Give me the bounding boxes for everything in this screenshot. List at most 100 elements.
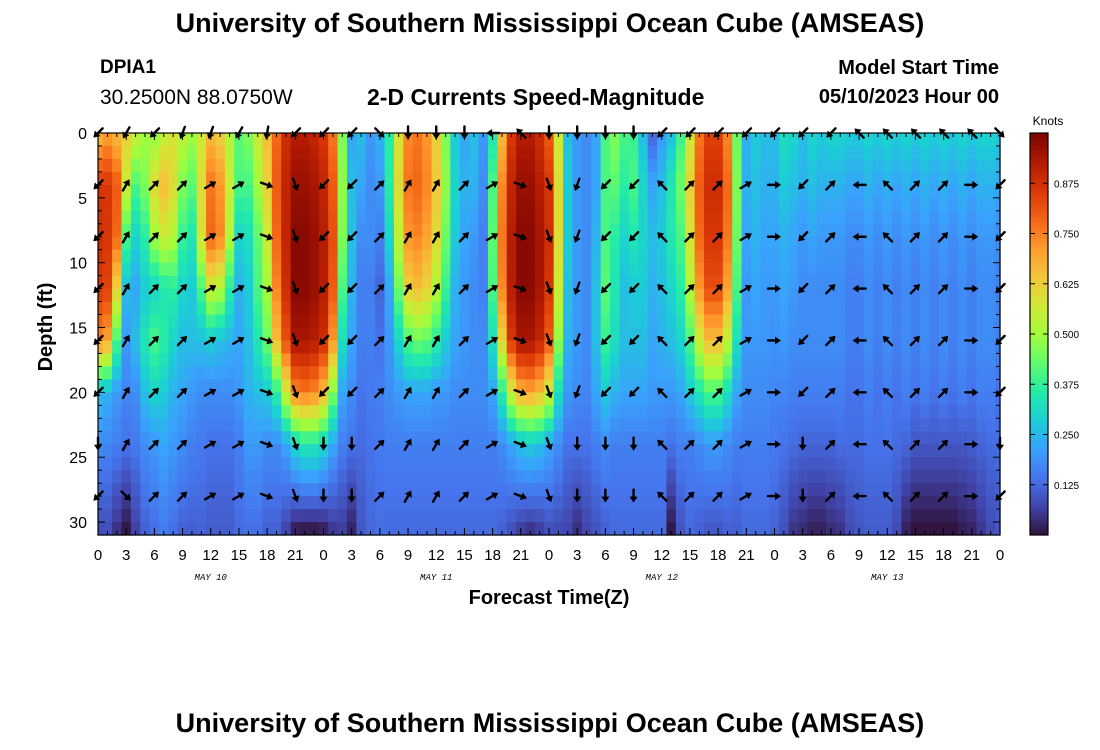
heatmap-cell bbox=[797, 262, 808, 277]
heatmap-cell bbox=[224, 366, 235, 380]
current-arrow bbox=[964, 232, 979, 241]
heatmap-cell bbox=[459, 314, 470, 329]
current-arrow bbox=[684, 284, 695, 295]
heatmap-cell bbox=[215, 496, 226, 510]
heatmap-cell bbox=[797, 145, 808, 160]
heatmap-cell bbox=[769, 301, 780, 316]
heatmap-cell bbox=[196, 327, 207, 342]
heatmap-cell bbox=[403, 509, 414, 523]
heatmap-cell bbox=[309, 431, 320, 445]
current-arrow bbox=[964, 284, 979, 293]
heatmap-cell bbox=[873, 340, 884, 355]
heatmap-cell bbox=[365, 327, 376, 342]
heatmap-cell bbox=[130, 431, 141, 445]
heatmap-cell bbox=[882, 262, 893, 277]
heatmap-cell bbox=[638, 275, 649, 290]
heatmap-cell bbox=[797, 405, 808, 419]
heatmap-cell bbox=[98, 470, 104, 484]
heatmap-cell bbox=[140, 262, 151, 277]
date-label: MAY 10 bbox=[195, 573, 228, 583]
heatmap-cell bbox=[694, 431, 705, 445]
heatmap-cell bbox=[995, 379, 1001, 393]
current-arrow bbox=[347, 282, 358, 294]
heatmap-cell bbox=[121, 301, 132, 316]
heatmap-cell bbox=[760, 145, 771, 160]
heatmap-cell bbox=[713, 340, 724, 355]
heatmap-cell bbox=[826, 418, 837, 432]
heatmap-cell bbox=[168, 379, 179, 393]
heatmap-cell bbox=[121, 275, 132, 290]
heatmap-cell bbox=[553, 496, 564, 510]
heatmap-cell bbox=[478, 210, 489, 225]
heatmap-cell bbox=[506, 223, 517, 238]
current-arrow bbox=[203, 440, 217, 449]
heatmap-cell bbox=[995, 418, 1001, 432]
heatmap-cell bbox=[948, 483, 959, 497]
heatmap-cell bbox=[610, 444, 621, 458]
x-tick-label: 21 bbox=[738, 547, 755, 564]
heatmap-cell bbox=[300, 145, 311, 160]
heatmap-cell bbox=[534, 145, 545, 160]
heatmap-cell bbox=[779, 314, 790, 329]
heatmap-cell bbox=[619, 379, 630, 393]
heatmap-cell bbox=[459, 509, 470, 523]
heatmap-cell bbox=[732, 392, 743, 406]
heatmap-cell bbox=[487, 288, 498, 303]
heatmap-cell bbox=[685, 353, 696, 368]
heatmap-cell bbox=[581, 444, 592, 458]
heatmap-cell bbox=[844, 288, 855, 303]
heatmap-cell bbox=[450, 223, 461, 238]
heatmap-cell bbox=[957, 392, 968, 406]
heatmap-cell bbox=[516, 418, 527, 432]
heatmap-cell bbox=[112, 379, 123, 393]
heatmap-cell bbox=[516, 444, 527, 458]
heatmap-cell bbox=[318, 210, 329, 225]
heatmap-cell bbox=[159, 158, 170, 173]
heatmap-cell bbox=[469, 327, 480, 342]
heatmap-cell bbox=[694, 483, 705, 497]
heatmap-cell bbox=[572, 340, 583, 355]
heatmap-cell bbox=[337, 236, 348, 251]
heatmap-cell bbox=[516, 431, 527, 445]
heatmap-cell bbox=[826, 340, 837, 355]
heatmap-cell bbox=[525, 210, 536, 225]
heatmap-cell bbox=[807, 197, 818, 212]
current-arrow bbox=[964, 388, 979, 397]
heatmap-cell bbox=[450, 340, 461, 355]
heatmap-cell bbox=[657, 301, 668, 316]
heatmap-cell bbox=[206, 444, 217, 458]
station-id: DPIA1 bbox=[100, 57, 156, 78]
heatmap-cell bbox=[732, 379, 743, 393]
heatmap-cell bbox=[243, 496, 254, 510]
heatmap-cell bbox=[675, 509, 686, 523]
heatmap-cell bbox=[891, 275, 902, 290]
heatmap-cell bbox=[431, 301, 442, 316]
heatmap-cell bbox=[779, 249, 790, 264]
current-arrow bbox=[937, 387, 949, 399]
heatmap-cell bbox=[647, 197, 658, 212]
heatmap-cell bbox=[807, 184, 818, 199]
heatmap-cell bbox=[553, 262, 564, 277]
heatmap-cell bbox=[873, 379, 884, 393]
heatmap-cell bbox=[440, 275, 451, 290]
heatmap-cell bbox=[412, 171, 423, 186]
current-arrow bbox=[628, 230, 640, 242]
heatmap-cell bbox=[300, 392, 311, 406]
heatmap-cell bbox=[985, 197, 996, 212]
heatmap-cell bbox=[478, 171, 489, 186]
heatmap-cell bbox=[591, 418, 602, 432]
heatmap-cell bbox=[487, 457, 498, 471]
heatmap-cell bbox=[600, 236, 611, 251]
heatmap-cell bbox=[591, 509, 602, 523]
heatmap-cell bbox=[788, 249, 799, 264]
heatmap-cell bbox=[393, 301, 404, 316]
heatmap-cell bbox=[365, 470, 376, 484]
heatmap-cell bbox=[967, 392, 978, 406]
heatmap-cell bbox=[459, 353, 470, 368]
heatmap-cell bbox=[948, 223, 959, 238]
heatmap-cell bbox=[751, 483, 762, 497]
heatmap-cell bbox=[393, 327, 404, 342]
heatmap-cell bbox=[271, 327, 282, 342]
heatmap-cell bbox=[779, 340, 790, 355]
heatmap-cell bbox=[290, 457, 301, 471]
